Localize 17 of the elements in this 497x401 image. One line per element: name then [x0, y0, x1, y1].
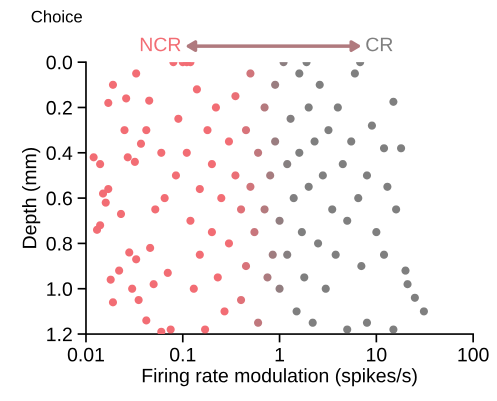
text: CR — [366, 38, 392, 52]
x-tick-label: 0.1 — [170, 348, 196, 362]
text: NCR — [140, 38, 180, 52]
x-tick-label: 100 — [458, 348, 489, 362]
y-tick-label: 1.2 — [47, 328, 72, 342]
y-tick-label: 0.8 — [46, 236, 72, 251]
chart-title: Choice — [32, 10, 82, 23]
x-tick-label: 0.01 — [68, 348, 104, 362]
y-axis-title: Depth (mm) — [22, 148, 40, 248]
y-tick-label: 0.0 — [46, 56, 72, 70]
y-tick-label: 0.6 — [46, 192, 72, 206]
x-tick-label: 10 — [367, 348, 386, 362]
x-tick-label: 1 — [276, 348, 284, 362]
y-tick-label: 1.0 — [47, 282, 72, 296]
y-tick-label: 0.4 — [46, 146, 72, 160]
x-axis-title: Firing rate modulation (spikes/s) — [142, 368, 417, 386]
y-tick-label: 0.2 — [46, 100, 72, 115]
